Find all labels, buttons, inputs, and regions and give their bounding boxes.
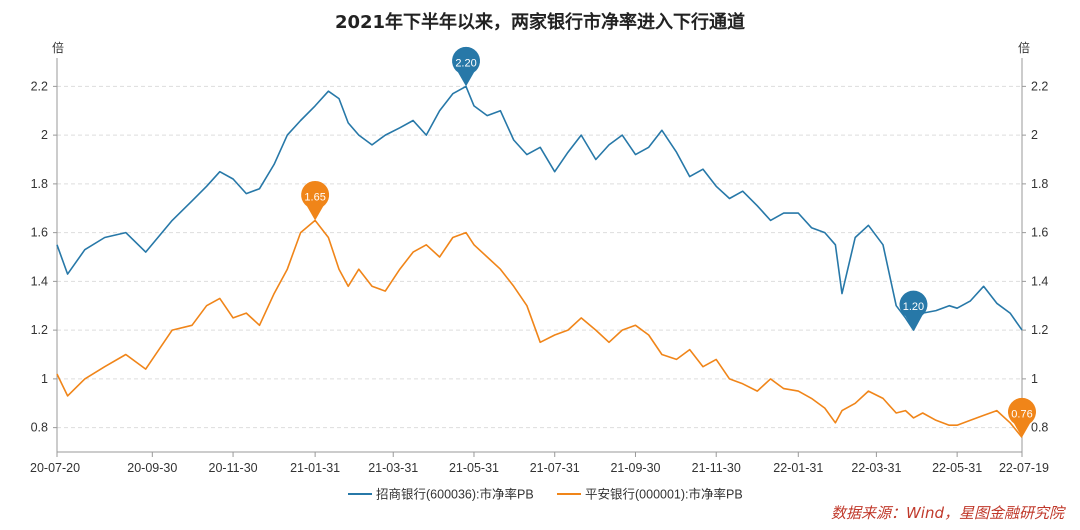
- value-markers: 2.20 1.20 1.65 0.76: [301, 46, 1036, 438]
- legend-label: 平安银行(000001):市净率PB: [585, 487, 743, 502]
- marker-label: 0.76: [1011, 408, 1032, 420]
- y-tick-label-right: 2.2: [1031, 79, 1048, 93]
- y-tick-label-left: 1.2: [31, 323, 48, 337]
- y-axis-unit-left: 倍: [52, 40, 64, 55]
- x-tick-label: 22-03-31: [851, 461, 901, 475]
- x-tick-label: 22-07-19: [999, 461, 1049, 475]
- marker-label: 1.20: [903, 301, 924, 313]
- y-tick-label-left: 2: [41, 128, 48, 142]
- x-tick-label: 20-09-30: [127, 461, 177, 475]
- x-tick-label: 21-01-31: [290, 461, 340, 475]
- x-tick-label: 22-05-31: [932, 461, 982, 475]
- y-tick-label-right: 0.8: [1031, 421, 1048, 435]
- y-tick-label-left: 1.4: [31, 274, 48, 288]
- y-axis-unit-right: 倍: [1018, 40, 1030, 55]
- marker-pin: [1008, 397, 1036, 438]
- grid-lines: [57, 85, 1022, 429]
- x-tick-label: 21-09-30: [610, 461, 660, 475]
- y-tick-label-left: 1.8: [31, 177, 48, 191]
- series-lines: [56, 85, 1023, 438]
- value-marker: 0.76: [1008, 397, 1036, 438]
- x-tick-label: 21-05-31: [449, 461, 499, 475]
- x-tick-label: 20-11-30: [209, 461, 258, 475]
- x-tick-label: 21-07-31: [530, 461, 580, 475]
- x-tick-label: 21-03-31: [368, 461, 418, 475]
- marker-pin: [452, 46, 481, 87]
- y-tick-label-right: 2: [1031, 128, 1038, 142]
- marker-pin: [899, 290, 928, 331]
- marker-label: 1.65: [304, 191, 325, 203]
- value-marker: 1.65: [301, 180, 330, 221]
- value-marker: 2.20: [452, 46, 481, 87]
- y-tick-label-left: 1.6: [31, 226, 48, 240]
- x-tick-label: 20-07-20: [30, 461, 80, 475]
- y-tick-label-right: 1.2: [1031, 323, 1048, 337]
- y-tick-label-left: 1: [41, 372, 48, 386]
- y-tick-label-right: 1: [1031, 372, 1038, 386]
- x-tick-label: 22-01-31: [773, 461, 823, 475]
- y-tick-label-right: 1.6: [1031, 226, 1048, 240]
- legend-label: 招商银行(600036):市净率PB: [376, 487, 534, 502]
- y-tick-label-right: 1.8: [1031, 177, 1048, 191]
- marker-pin: [301, 180, 330, 221]
- y-tick-label-right: 1.4: [1031, 274, 1048, 288]
- x-tick-label: 21-11-30: [692, 461, 741, 475]
- legend: 招商银行(600036):市净率PB 平安银行(000001):市净率PB: [348, 487, 743, 502]
- source-note: 数据来源：Wind，星图金融研究院: [831, 504, 1066, 522]
- axes: 0.8 0.8 1 1 1.2 1.2 1.4 1.4 1.6 1.6 1.8 1.8 2 2 2.2 2.2…: [30, 58, 1049, 475]
- y-tick-label-left: 2.2: [31, 79, 48, 93]
- y-tick-label-left: 0.8: [31, 421, 48, 435]
- chart-title: 2021年下半年以来，两家银行市净率进入下行通道: [335, 11, 745, 33]
- series-line-2: [56, 219, 1023, 438]
- marker-label: 2.20: [455, 57, 476, 69]
- series-line-1: [56, 85, 1023, 331]
- value-marker: 1.20: [899, 290, 928, 331]
